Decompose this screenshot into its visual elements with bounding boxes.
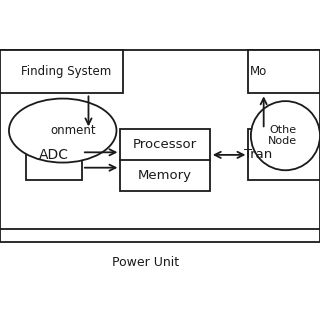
- Bar: [0, 50, 320, 242]
- Text: Power Unit: Power Unit: [112, 256, 180, 269]
- Text: Finding System: Finding System: [21, 65, 112, 78]
- Text: Othe
Node: Othe Node: [268, 125, 298, 147]
- Text: onment: onment: [50, 124, 96, 137]
- Text: Tran: Tran: [244, 148, 273, 161]
- Bar: [26, 129, 82, 180]
- Text: Memory: Memory: [138, 169, 192, 182]
- Bar: [248, 129, 320, 180]
- Bar: [0, 50, 123, 93]
- Text: ADC: ADC: [39, 148, 69, 162]
- Bar: [120, 129, 210, 191]
- Text: Mo: Mo: [250, 65, 267, 78]
- Bar: [248, 50, 320, 93]
- Ellipse shape: [251, 101, 320, 170]
- Ellipse shape: [9, 99, 116, 163]
- Text: Processor: Processor: [133, 138, 197, 151]
